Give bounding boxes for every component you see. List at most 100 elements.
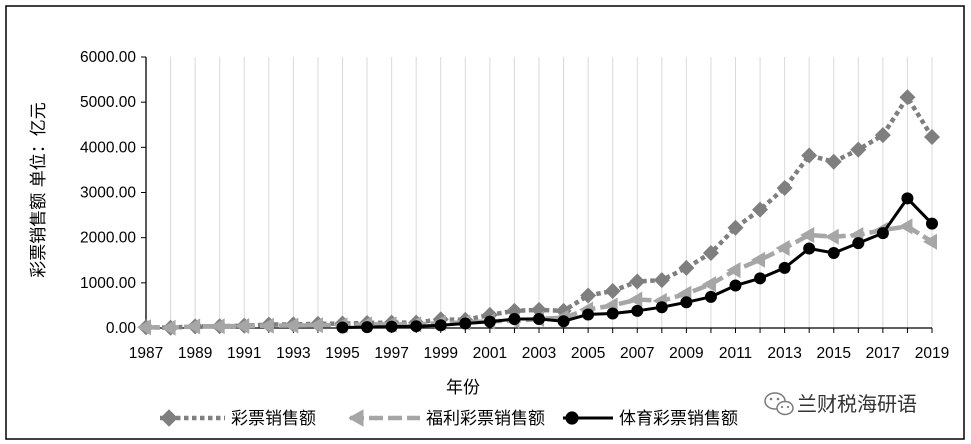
data-point-arrow [628, 291, 643, 308]
data-point-diamond [874, 127, 891, 144]
data-point-diamond [678, 259, 695, 276]
plot-area [137, 89, 940, 336]
data-point-circle [336, 321, 349, 334]
grid-lines [145, 57, 933, 328]
data-point-circle [361, 321, 374, 334]
data-point-circle [385, 320, 398, 333]
data-point-circle [434, 319, 447, 332]
data-point-diamond [801, 147, 818, 164]
data-point-diamond [924, 128, 940, 145]
x-tick-label: 1993 [276, 345, 310, 362]
data-point-circle [754, 272, 767, 285]
y-axis-tick-labels: 0.00 1000.00 2000.00 3000.00 4000.00 5000.00 6… [80, 49, 136, 337]
x-tick-label: 1999 [424, 345, 458, 362]
data-point-circle [606, 307, 619, 320]
data-point-arrow [308, 317, 323, 334]
x-tick-label: 2011 [719, 345, 752, 362]
chart-border [5, 5, 965, 440]
x-tick-label: 1991 [227, 345, 261, 362]
data-point-arrow [701, 276, 716, 293]
data-point-diamond [776, 179, 793, 196]
data-point-arrow [751, 251, 766, 268]
data-point-circle [852, 237, 865, 250]
data-point-diamond [752, 201, 769, 218]
data-point-circle [778, 261, 791, 274]
y-tick-label: 6000.00 [80, 49, 136, 66]
data-point-circle [557, 315, 570, 328]
y-axis-title: 彩票销售额 单位：亿元 [29, 102, 49, 277]
x-tick-label: 1997 [374, 345, 408, 362]
data-point-arrow [137, 319, 151, 336]
data-point-diamond [702, 245, 719, 262]
data-point-diamond [160, 409, 178, 427]
x-tick-label: 2019 [915, 345, 949, 362]
legend-item: 彩票销售额 [160, 409, 316, 429]
series-circle [336, 192, 938, 334]
legend-label: 福利彩票销售额 [426, 409, 545, 429]
data-point-circle [508, 312, 521, 325]
x-tick-label: 1995 [325, 345, 359, 362]
data-point-diamond [653, 272, 670, 289]
y-tick-label: 3000.00 [80, 185, 136, 202]
data-point-arrow [348, 409, 364, 427]
data-point-circle [926, 217, 938, 230]
x-tick-label: 2009 [669, 345, 703, 362]
y-tick-label: 0.00 [106, 320, 137, 337]
data-point-circle [631, 304, 644, 317]
legend: 彩票销售额 福利彩票销售额 体育彩票销售额 [160, 409, 738, 429]
series-diamond [138, 89, 940, 336]
data-point-circle [827, 247, 840, 260]
data-point-arrow [284, 317, 299, 334]
wechat-icon [764, 392, 794, 416]
axes [141, 56, 933, 333]
data-point-circle [729, 279, 742, 292]
data-point-diamond [727, 219, 744, 236]
data-point-circle [483, 315, 496, 328]
data-point-arrow [210, 318, 225, 335]
x-tick-label: 1987 [129, 345, 163, 362]
x-tick-label: 2005 [571, 345, 605, 362]
x-tick-label: 2013 [767, 345, 801, 362]
data-point-circle [459, 317, 472, 330]
x-tick-label: 1989 [178, 345, 212, 362]
data-point-circle [901, 192, 914, 205]
x-tick-label: 2001 [473, 345, 507, 362]
data-point-arrow [775, 240, 790, 257]
data-point-arrow [800, 226, 815, 243]
y-tick-label: 1000.00 [80, 275, 136, 292]
data-point-arrow [726, 262, 741, 279]
y-tick-label: 2000.00 [80, 230, 136, 247]
data-point-circle [582, 308, 595, 321]
x-tick-label: 2007 [620, 345, 654, 362]
data-point-arrow [186, 318, 201, 335]
x-axis-title: 年份 [446, 378, 480, 398]
x-tick-label: 2003 [522, 345, 556, 362]
data-point-diamond [629, 273, 646, 290]
watermark: 兰财税海研语 [764, 392, 917, 416]
data-point-diamond [899, 89, 916, 106]
data-point-diamond [604, 282, 621, 299]
data-point-arrow [898, 218, 913, 235]
data-point-circle [704, 290, 717, 303]
data-point-arrow [259, 317, 274, 334]
x-tick-label: 2017 [866, 345, 900, 362]
y-tick-label: 5000.00 [80, 94, 136, 111]
data-point-arrow [161, 319, 176, 336]
data-point-diamond [580, 287, 597, 304]
data-point-arrow [923, 233, 937, 250]
data-point-arrow [235, 317, 250, 334]
data-point-diamond [850, 141, 867, 158]
legend-item: 体育彩票销售额 [563, 409, 738, 429]
y-tick-label: 4000.00 [80, 139, 136, 156]
legend-label: 体育彩票销售额 [619, 409, 738, 429]
data-point-circle [565, 411, 579, 425]
data-point-circle [803, 242, 816, 255]
data-point-circle [680, 296, 693, 309]
x-tick-label: 2015 [817, 345, 851, 362]
data-point-circle [533, 312, 545, 325]
data-point-circle [410, 320, 423, 333]
x-axis-tick-labels: 1987 1989 1991 1993 1995 1997 1999 2001 2003 2005… [129, 345, 949, 362]
data-point-diamond [825, 153, 842, 170]
watermark-text: 兰财税海研语 [797, 392, 917, 416]
